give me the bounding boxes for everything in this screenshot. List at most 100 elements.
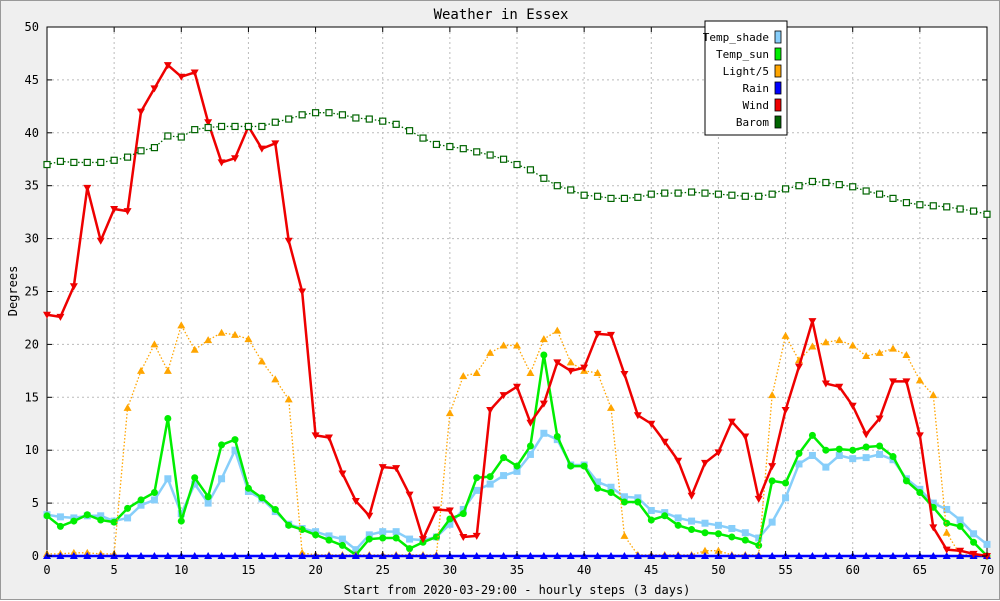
legend-label-rain: Rain [743, 82, 770, 95]
data-point-wind [217, 159, 226, 167]
data-point-wind [190, 69, 199, 77]
data-point-temp-sun [379, 534, 387, 542]
data-point-temp-sun [567, 462, 575, 470]
data-point-rain [929, 552, 938, 559]
data-point-temp-shade [862, 454, 870, 462]
data-point-wind [472, 532, 481, 540]
data-point-wind [969, 550, 978, 558]
data-point-temp-shade [150, 496, 158, 504]
data-point-wind [727, 418, 736, 426]
data-point-barom [768, 190, 776, 198]
data-point-temp-shade [822, 463, 830, 471]
data-point-light-5 [781, 331, 790, 339]
data-point-rain [607, 552, 615, 559]
data-point-barom [580, 191, 588, 199]
legend-label-wind: Wind [743, 99, 770, 112]
data-point-temp-sun [83, 511, 91, 519]
series-barom [43, 109, 991, 218]
data-point-rain [69, 552, 78, 559]
ticks: 0 5 10 15 20 25 30 35 40 45 50 55 60 65 70 0 5 10 15 20 25 30… [25, 20, 995, 577]
data-point-barom [902, 199, 911, 207]
data-point-light-5 [889, 344, 897, 352]
legend-swatch-barom [774, 115, 782, 129]
data-point-rain [284, 552, 293, 559]
data-point-barom [352, 114, 360, 122]
data-point-wind [298, 288, 307, 296]
x-tick-label: 45 [644, 563, 658, 577]
data-point-temp-shade [620, 493, 628, 501]
data-point-rain [687, 552, 696, 559]
data-point-temp-shade [540, 429, 548, 437]
data-point-wind [231, 155, 239, 163]
data-point-wind [378, 464, 387, 472]
data-point-light-5 [150, 340, 159, 348]
data-point-light-5 [177, 321, 186, 329]
series-line-barom [46, 112, 988, 215]
data-point-rain [419, 552, 427, 559]
data-point-wind [325, 434, 333, 442]
legend-swatch-light-5 [774, 64, 782, 78]
data-point-wind [768, 463, 777, 471]
data-point-wind [620, 371, 629, 379]
data-point-temp-shade [124, 514, 132, 522]
data-point-rain [472, 552, 481, 559]
data-point-temp-sun [580, 462, 588, 470]
data-point-light-5 [701, 546, 709, 554]
data-point-temp-sun [540, 351, 548, 359]
data-point-barom [231, 122, 239, 131]
data-point-temp-sun [916, 489, 924, 497]
data-point-barom [593, 192, 602, 200]
data-point-light-5 [714, 546, 723, 554]
data-point-rain [727, 552, 736, 559]
series-temp-sun [43, 351, 991, 560]
data-point-barom [755, 192, 763, 200]
data-point-temp-shade [473, 486, 481, 494]
data-point-barom [701, 189, 709, 197]
data-point-temp-shade [137, 501, 145, 509]
data-point-light-5 [526, 368, 535, 376]
data-point-rain [835, 552, 844, 559]
data-point-rain [821, 552, 830, 559]
data-point-temp-shade [446, 520, 454, 528]
data-point-wind [83, 184, 92, 192]
series-wind [43, 62, 991, 560]
data-point-barom [956, 205, 964, 213]
data-point-temp-shade [379, 528, 387, 536]
data-point-temp-sun [432, 533, 440, 541]
data-point-temp-shade [835, 451, 843, 459]
x-tick-label: 10 [174, 563, 188, 577]
data-point-temp-sun [835, 445, 843, 453]
data-point-temp-sun [150, 489, 158, 497]
legend-label-temp-shade: Temp_shade [703, 31, 769, 44]
data-point-light-5 [915, 376, 924, 384]
data-point-temp-sun [862, 443, 870, 451]
data-point-light-5 [190, 345, 199, 353]
data-point-temp-shade [647, 507, 655, 515]
data-point-temp-sun [741, 536, 749, 544]
data-point-temp-sun [620, 498, 628, 506]
data-point-temp-shade [674, 514, 682, 522]
data-point-rain [325, 552, 333, 559]
data-point-rain [902, 552, 911, 559]
data-point-barom [634, 193, 642, 201]
y-tick-label: 30 [25, 232, 39, 246]
data-point-temp-sun [849, 446, 857, 454]
x-tick-label: 35 [510, 563, 524, 577]
data-point-wind [177, 73, 186, 81]
data-point-barom [969, 207, 978, 215]
data-point-barom [365, 115, 373, 123]
data-point-light-5 [553, 326, 562, 334]
data-point-barom [298, 111, 306, 119]
data-point-temp-shade [352, 546, 360, 554]
data-point-temp-shade [688, 517, 696, 525]
data-point-temp-shade [338, 535, 346, 543]
data-point-barom [379, 117, 387, 125]
data-point-light-5 [929, 391, 938, 399]
data-point-temp-shade [56, 513, 64, 521]
data-point-wind [902, 378, 911, 386]
data-point-wind [405, 491, 414, 499]
data-point-rain [217, 552, 226, 559]
data-point-rain [392, 552, 401, 559]
data-point-barom [446, 142, 454, 151]
data-point-barom [392, 120, 400, 128]
